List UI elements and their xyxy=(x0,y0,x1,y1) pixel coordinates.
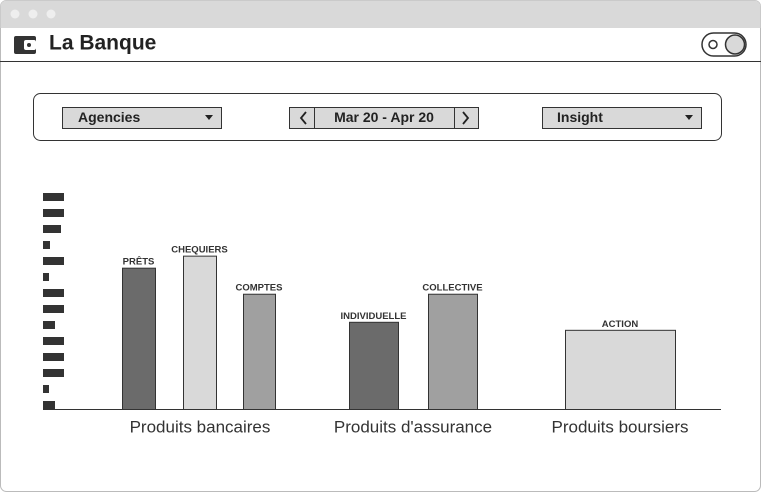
bar-label: INDIVIDUELLE xyxy=(341,311,407,322)
bar-label: CHEQUIERS xyxy=(171,245,227,256)
window-dot[interactable] xyxy=(28,9,38,19)
prev-button[interactable] xyxy=(299,111,307,125)
group-label: Produits d'assurance xyxy=(334,417,492,436)
agency-dropdown[interactable]: Agencies xyxy=(62,107,222,129)
group-label: Produits bancaires xyxy=(130,417,271,436)
bar xyxy=(428,293,478,410)
dropdown-label: Insight xyxy=(557,109,603,125)
group-label: Produits boursiers xyxy=(551,417,688,436)
bar xyxy=(565,329,676,411)
wallet-icon xyxy=(14,36,36,54)
bar-label: PRÊTS xyxy=(123,256,155,268)
period-label: Mar 20 - Apr 20 xyxy=(334,109,434,125)
bar-label: ACTION xyxy=(602,319,639,330)
next-button[interactable] xyxy=(462,111,470,125)
bar xyxy=(183,255,217,411)
bar xyxy=(349,321,399,410)
bar xyxy=(122,267,156,410)
title-bar xyxy=(0,0,761,28)
theme-toggle[interactable] xyxy=(701,32,747,57)
bar xyxy=(243,293,276,410)
bar-label: COLLECTIVE xyxy=(422,283,482,294)
app-title: La Banque xyxy=(49,32,156,55)
view-dropdown[interactable]: Insight xyxy=(542,107,702,129)
axis-placeholder xyxy=(43,193,64,409)
period-pager: Mar 20 - Apr 20 xyxy=(289,107,479,129)
bar-label: COMPTES xyxy=(236,283,283,294)
dropdown-label: Agencies xyxy=(78,109,140,125)
window-dot[interactable] xyxy=(10,9,20,19)
bar-chart: Produits bancaires PRÊTS CHEQUIERS COMPTES P… xyxy=(122,245,689,436)
window-dot[interactable] xyxy=(46,9,56,19)
